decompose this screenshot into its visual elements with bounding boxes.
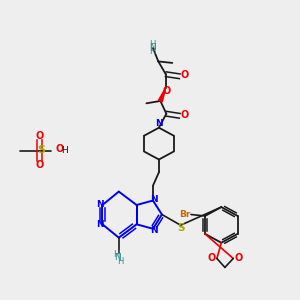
Text: S: S (177, 223, 184, 232)
Text: H: H (112, 250, 119, 259)
Text: O: O (207, 253, 216, 262)
Text: N: N (115, 253, 121, 262)
Polygon shape (158, 88, 166, 102)
Text: O: O (56, 144, 64, 154)
Text: N: N (96, 220, 104, 230)
Text: O: O (35, 131, 44, 141)
Text: N: N (149, 43, 156, 52)
Text: H: H (149, 47, 156, 56)
Text: O: O (180, 110, 188, 120)
Text: O: O (35, 160, 44, 170)
Text: O: O (180, 70, 188, 80)
Text: O: O (234, 253, 243, 262)
Text: N: N (96, 200, 104, 209)
Text: H: H (117, 257, 123, 266)
Text: N: N (150, 226, 158, 235)
Text: Br: Br (179, 210, 190, 219)
Text: H: H (149, 40, 156, 49)
Text: N: N (150, 194, 158, 203)
Text: S: S (37, 145, 45, 155)
Text: O: O (163, 86, 171, 96)
Text: H: H (61, 146, 68, 155)
Text: N: N (155, 119, 163, 128)
